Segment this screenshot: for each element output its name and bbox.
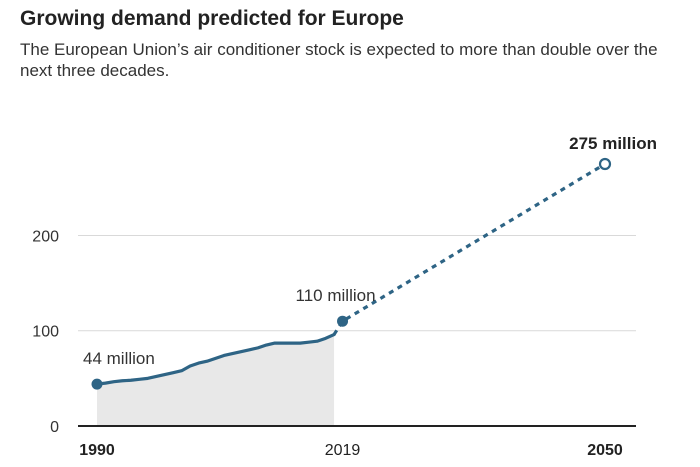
x-tick-label-1990: 1990 (79, 442, 115, 459)
historical-series-line (95, 332, 336, 386)
series-lines (95, 162, 606, 386)
data-label-2050: 275 million (569, 134, 657, 153)
point-2050 (598, 157, 612, 171)
point-labels: 44 million 110 million 275 million (83, 134, 657, 368)
data-points (91, 157, 612, 390)
x-axis-ticks: 1990 2019 2050 (79, 442, 623, 459)
data-label-2019: 110 million (296, 286, 376, 305)
x-tick-label-2050: 2050 (587, 442, 623, 459)
y-axis-ticks: 0 100 200 (32, 228, 59, 436)
data-label-1990: 44 million (83, 349, 155, 368)
y-tick-label-200: 200 (32, 228, 59, 245)
y-tick-label-0: 0 (50, 419, 59, 436)
historical-area (97, 334, 335, 426)
gridlines (78, 234, 636, 332)
projected-series-line (332, 162, 606, 336)
y-tick-label-100: 100 (32, 324, 59, 341)
chart-title: Growing demand predicted for Europe (20, 7, 404, 30)
point-2019 (337, 315, 349, 327)
chart-subtitle: The European Union’s air conditioner sto… (20, 40, 658, 80)
x-tick-label-2019: 2019 (325, 442, 361, 459)
historical-area-fill (97, 334, 335, 426)
point-1990 (91, 378, 103, 390)
